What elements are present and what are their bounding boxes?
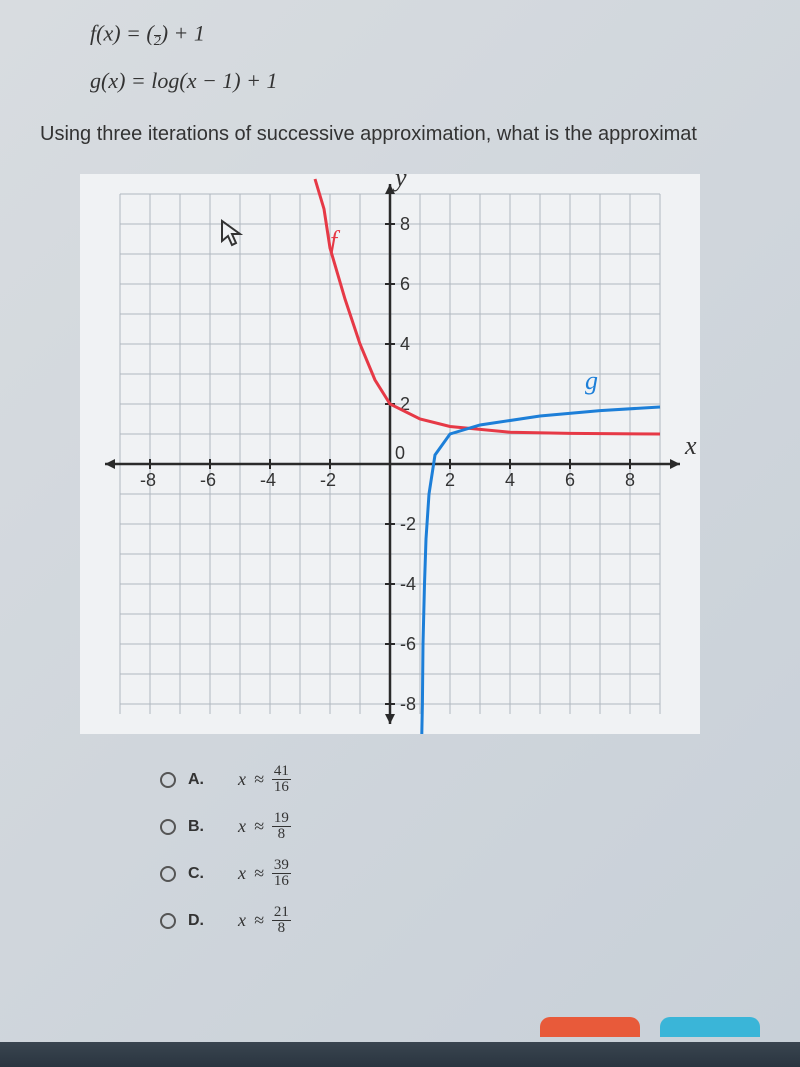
bottom-tabs xyxy=(540,1017,760,1037)
option-c[interactable]: C. x ≈ 3916 xyxy=(160,858,760,889)
chart-container: -8 -6 -4 -2 2 4 6 8 8 6 4 2 - xyxy=(80,174,700,734)
option-d[interactable]: D. x ≈ 218 xyxy=(160,905,760,936)
curve-g xyxy=(422,407,661,734)
radio-icon[interactable] xyxy=(160,913,176,929)
cursor-icon xyxy=(220,219,244,256)
option-letter: A. xyxy=(188,771,208,789)
tab-red[interactable] xyxy=(540,1017,640,1037)
svg-text:-6: -6 xyxy=(200,470,216,490)
option-letter: C. xyxy=(188,865,208,883)
origin-label: 0 xyxy=(395,443,405,463)
option-math: x ≈ 3916 xyxy=(238,858,291,889)
radio-icon[interactable] xyxy=(160,866,176,882)
chart-svg: -8 -6 -4 -2 2 4 6 8 8 6 4 2 - xyxy=(80,174,700,734)
svg-text:6: 6 xyxy=(565,470,575,490)
tab-blue[interactable] xyxy=(660,1017,760,1037)
svg-text:-8: -8 xyxy=(140,470,156,490)
svg-text:-2: -2 xyxy=(400,514,416,534)
svg-text:6: 6 xyxy=(400,274,410,294)
func-label-f: f xyxy=(330,226,341,255)
question-text: Using three iterations of successive app… xyxy=(40,119,760,149)
radio-icon[interactable] xyxy=(160,772,176,788)
option-math: x ≈ 218 xyxy=(238,905,291,936)
equation-g: g(x) = log(x − 1) + 1 xyxy=(90,68,760,94)
svg-text:2: 2 xyxy=(445,470,455,490)
svg-text:-6: -6 xyxy=(400,634,416,654)
options-list: A. x ≈ 4116 B. x ≈ 198 C. x ≈ 3916 D. x … xyxy=(160,764,760,936)
option-b[interactable]: B. x ≈ 198 xyxy=(160,811,760,842)
x-axis-label: x xyxy=(684,431,697,460)
svg-text:8: 8 xyxy=(625,470,635,490)
option-math: x ≈ 198 xyxy=(238,811,291,842)
radio-icon[interactable] xyxy=(160,819,176,835)
option-math: x ≈ 4116 xyxy=(238,764,291,795)
svg-text:4: 4 xyxy=(400,334,410,354)
curve-f xyxy=(315,179,660,434)
func-label-g: g xyxy=(585,366,598,395)
svg-text:-4: -4 xyxy=(400,574,416,594)
svg-text:4: 4 xyxy=(505,470,515,490)
svg-text:-8: -8 xyxy=(400,694,416,714)
equation-f-partial: f(x) = ( 2) + 1 xyxy=(90,20,760,48)
option-letter: D. xyxy=(188,912,208,930)
svg-text:-2: -2 xyxy=(320,470,336,490)
svg-text:8: 8 xyxy=(400,214,410,234)
option-letter: B. xyxy=(188,818,208,836)
desk-edge xyxy=(0,1042,800,1067)
svg-text:-4: -4 xyxy=(260,470,276,490)
y-axis-label: y xyxy=(392,174,407,192)
option-a[interactable]: A. x ≈ 4116 xyxy=(160,764,760,795)
